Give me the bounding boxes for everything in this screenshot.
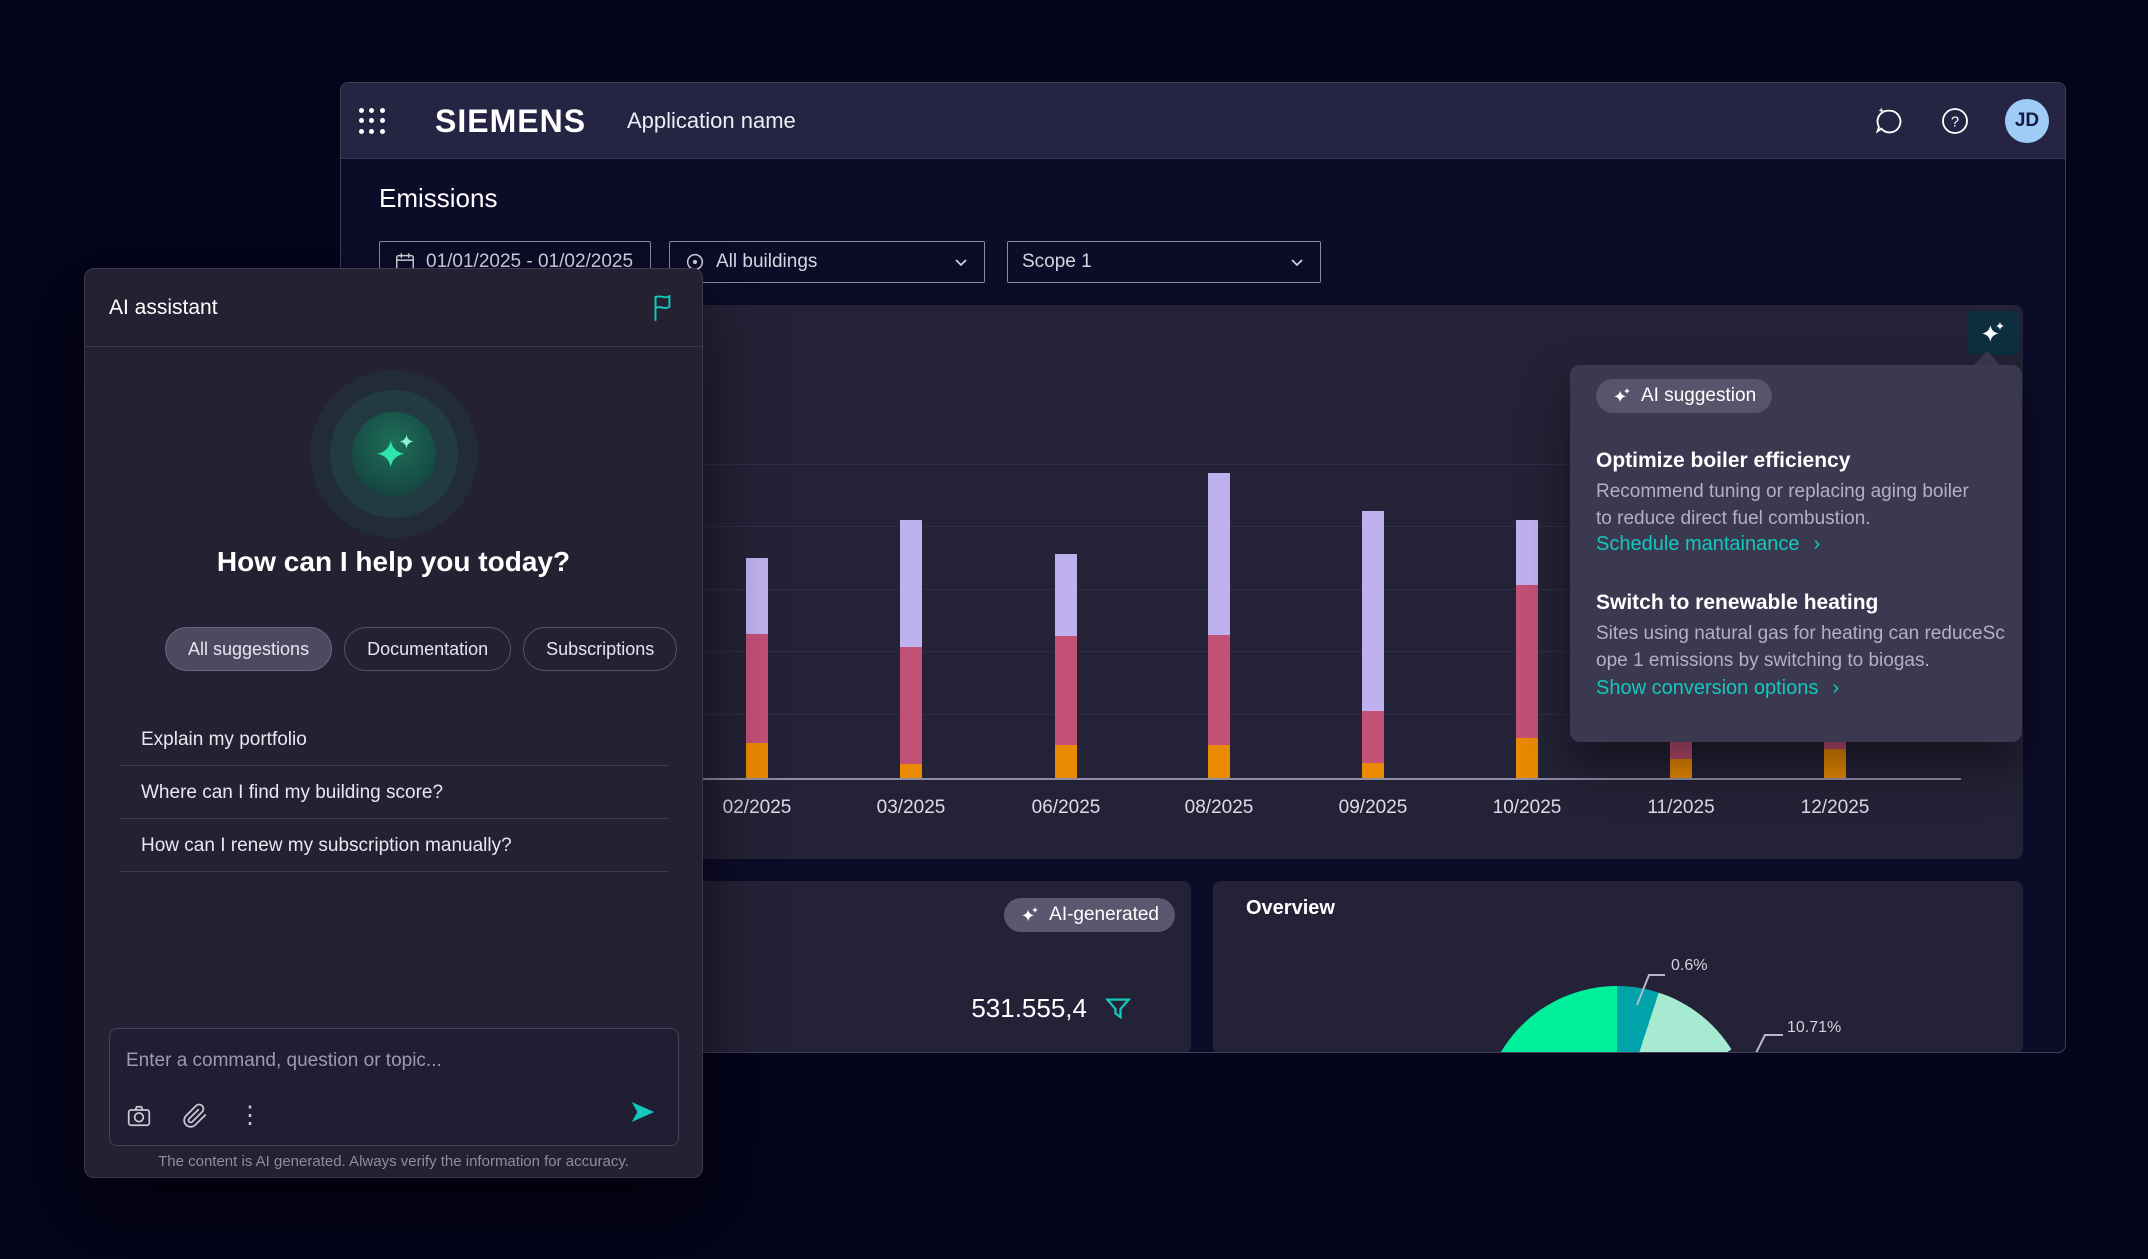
x-axis-label: 09/2025 xyxy=(1338,797,1408,818)
suggestion-item[interactable]: Where can I find my building score? xyxy=(119,766,669,819)
suggestion-filter-chips: All suggestions Documentation Subscription… xyxy=(165,627,678,671)
ai-suggestion-popover: AI suggestion Optimize boiler efficiency… xyxy=(1570,365,2022,742)
siemens-logo: SIEMENS xyxy=(435,103,587,139)
chart-gridline xyxy=(409,651,1961,652)
ai-input-box: ⋮ xyxy=(109,1028,679,1146)
scope-filter[interactable]: Scope 1 xyxy=(1007,241,1321,283)
bar-segment-pink-02/2025 xyxy=(746,634,768,743)
user-avatar[interactable]: JD xyxy=(2005,99,2049,143)
suggestion-item[interactable]: How can I renew my subscription manually… xyxy=(119,819,669,872)
suggestion-item[interactable]: Explain my portfolio xyxy=(119,713,669,766)
ai-assistant-title: AI assistant xyxy=(109,296,218,319)
bar-segment-lavender-10/2025 xyxy=(1516,520,1538,585)
help-icon[interactable]: ? xyxy=(1939,105,1971,137)
attachment-icon[interactable] xyxy=(182,1103,208,1129)
bar-segment-orange-02/2025 xyxy=(746,743,768,778)
chart-gridline xyxy=(409,714,1961,715)
bar-segment-orange-06/2025 xyxy=(1055,745,1077,778)
suggestion-title: Optimize boiler efficiency xyxy=(1596,449,1851,472)
sparkle-icon xyxy=(1982,321,2005,342)
ai-suggestions-button[interactable] xyxy=(1967,311,2019,355)
bar-segment-pink-08/2025 xyxy=(1208,635,1230,745)
x-axis-label: 02/2025 xyxy=(722,797,792,818)
bar-segment-lavender-06/2025 xyxy=(1055,554,1077,636)
chevron-right-icon: › xyxy=(1832,677,1840,699)
application-name: Application name xyxy=(627,108,796,133)
overview-card: Overview 0.6% 10.71% xyxy=(1213,881,2023,1052)
show-conversion-options-link[interactable]: Show conversion options › xyxy=(1596,677,1840,699)
chip-all-suggestions[interactable]: All suggestions xyxy=(165,627,333,671)
overview-pie-chart xyxy=(1482,986,1752,1052)
bar-segment-orange-08/2025 xyxy=(1208,745,1230,778)
bar-segment-pink-03/2025 xyxy=(900,647,922,764)
ai-assistant-header: AI assistant xyxy=(85,269,702,347)
flag-icon[interactable] xyxy=(650,293,676,323)
app-header: SIEMENS Application name ? JD xyxy=(341,83,2065,159)
chip-documentation[interactable]: Documentation xyxy=(344,627,512,671)
ai-assistant-logo xyxy=(310,370,478,538)
bar-segment-lavender-08/2025 xyxy=(1208,473,1230,635)
date-range-value: 01/01/2025 - 01/02/2025 xyxy=(426,251,634,272)
x-axis-label: 06/2025 xyxy=(1031,797,1101,818)
suggestion-body: Recommend tuning or replacing aging boil… xyxy=(1596,481,1969,529)
chart-x-axis xyxy=(409,778,1961,780)
x-axis-label: 12/2025 xyxy=(1800,797,1870,818)
ai-command-input[interactable] xyxy=(126,1043,646,1079)
kpi-value: 531.555,4 xyxy=(971,993,1087,1023)
popover-caret xyxy=(1974,351,2000,365)
suggestion-title: Switch to renewable heating xyxy=(1596,591,1879,614)
pie-slice-label: 0.6% xyxy=(1671,957,1708,974)
ai-assistant-panel: AI assistant How can I help you today? A… xyxy=(84,268,703,1178)
more-options-icon[interactable]: ⋮ xyxy=(238,1102,262,1129)
app-launcher-icon[interactable] xyxy=(356,105,388,137)
pie-callout-line xyxy=(1755,1034,1783,1052)
buildings-filter[interactable]: All buildings xyxy=(669,241,985,283)
ai-disclaimer: The content is AI generated. Always veri… xyxy=(158,1153,629,1170)
suggestion-body: Sites using natural gas for heating can … xyxy=(1596,623,2005,671)
bar-segment-pink-10/2025 xyxy=(1516,585,1538,738)
scope-value: Scope 1 xyxy=(1022,251,1092,272)
chevron-down-icon xyxy=(952,253,970,271)
sparkle-icon xyxy=(377,434,414,468)
ai-greeting: How can I help you today? xyxy=(216,546,571,577)
bar-segment-orange-12/2025 xyxy=(1824,749,1846,778)
sparkle-icon xyxy=(1614,387,1631,403)
x-axis-label: 11/2025 xyxy=(1647,797,1715,818)
chip-subscriptions[interactable]: Subscriptions xyxy=(523,627,678,671)
page-title: Emissions xyxy=(379,183,498,213)
svg-text:?: ? xyxy=(1951,115,1959,131)
ai-chat-icon[interactable] xyxy=(1873,105,1905,137)
chart-gridline xyxy=(409,464,1961,465)
bar-segment-orange-09/2025 xyxy=(1362,763,1384,778)
suggestion-list: Explain my portfolio Where can I find my … xyxy=(119,713,669,872)
send-icon[interactable] xyxy=(628,1097,658,1127)
ai-generated-badge: AI-generated xyxy=(1004,898,1175,932)
x-axis-label: 10/2025 xyxy=(1492,797,1562,818)
chart-gridline xyxy=(409,589,1961,590)
x-axis-label: 08/2025 xyxy=(1184,797,1254,818)
chart-gridline xyxy=(409,526,1961,527)
x-axis-label: 03/2025 xyxy=(876,797,946,818)
sparkle-icon xyxy=(1022,906,1039,922)
chevron-down-icon xyxy=(1288,253,1306,271)
pie-callout-line xyxy=(1636,974,1665,1006)
bar-segment-orange-10/2025 xyxy=(1516,738,1538,778)
bar-segment-pink-09/2025 xyxy=(1362,711,1384,763)
bar-segment-lavender-09/2025 xyxy=(1362,511,1384,711)
pie-slice-label: 10.71% xyxy=(1787,1019,1842,1036)
bar-segment-pink-06/2025 xyxy=(1055,636,1077,745)
ai-suggestion-badge: AI suggestion xyxy=(1596,379,1773,413)
bar-segment-lavender-02/2025 xyxy=(746,558,768,634)
funnel-filter-icon[interactable] xyxy=(1103,994,1133,1024)
bar-segment-orange-11/2025 xyxy=(1670,759,1692,778)
camera-icon[interactable] xyxy=(126,1103,152,1129)
bar-segment-orange-03/2025 xyxy=(900,764,922,778)
overview-title: Overview xyxy=(1246,897,1335,919)
buildings-value: All buildings xyxy=(716,251,818,272)
chevron-right-icon: › xyxy=(1813,533,1821,555)
bar-segment-lavender-03/2025 xyxy=(900,520,922,647)
schedule-maintenance-link[interactable]: Schedule mantainance › xyxy=(1596,533,1821,555)
